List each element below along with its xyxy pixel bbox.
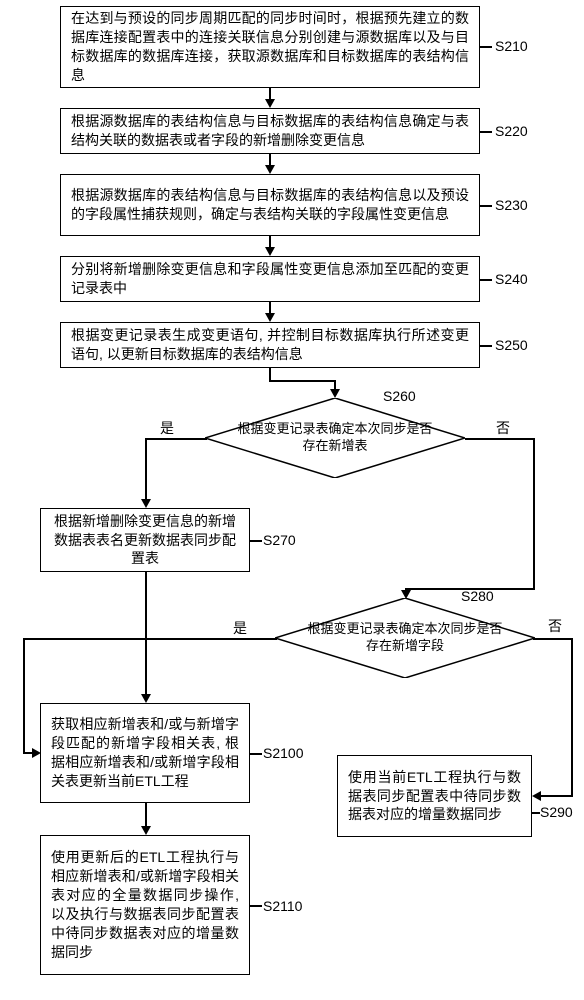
connector — [250, 753, 262, 755]
connector — [250, 540, 262, 542]
step-s220: 根据源数据库的表结构信息与目标数据库的表结构信息确定与表结构关联的数据表或者字段… — [60, 108, 480, 154]
connector — [532, 812, 540, 814]
step-s2110-label: S2110 — [263, 898, 302, 914]
step-s2100: 获取相应新增表和/或与新增字段匹配的新增字段相关表, 根据相应新增表和/或新增字… — [40, 703, 250, 803]
connector — [269, 380, 335, 382]
connector — [480, 345, 492, 347]
arrowhead-icon — [401, 590, 411, 599]
decision-s260: 根据变更记录表确定本次同步是否存在新增表 — [205, 398, 465, 478]
connector — [145, 638, 277, 640]
step-s210-label: S210 — [495, 38, 528, 54]
step-s290-text: 使用当前ETL工程执行与数据表同步配置表中待同步数据表对应的增量数据同步 — [348, 768, 521, 825]
decision-s260-label: S260 — [383, 388, 416, 404]
step-s270: 根据新增删除变更信息的新增数据表表名更新数据表同步配置表 — [40, 508, 250, 572]
arrowhead-icon — [532, 791, 541, 801]
connector — [480, 205, 492, 207]
decision-s280-text: 根据变更记录表确定本次同步是否存在新增字段 — [275, 621, 535, 655]
connector — [145, 572, 147, 638]
step-s2110-text: 使用更新后的ETL工程执行与相应新增表和/或新增字段相关表对应的全量数据同步操作… — [51, 848, 239, 961]
step-s220-text: 根据源数据库的表结构信息与目标数据库的表结构信息确定与表结构关联的数据表或者字段… — [71, 112, 469, 150]
step-s2110: 使用更新后的ETL工程执行与相应新增表和/或新增字段相关表对应的全量数据同步操作… — [40, 835, 250, 975]
step-s290-label: S290 — [540, 804, 573, 820]
edge-s280-no: 否 — [548, 616, 562, 636]
connector — [533, 638, 573, 640]
step-s240-text: 分别将新增删除变更信息和字段属性变更信息添加至匹配的变更记录表中 — [71, 260, 469, 298]
edge-s260-no: 否 — [496, 418, 510, 438]
step-s250-label: S250 — [495, 337, 528, 353]
connector — [465, 438, 535, 440]
edge-s260-yes: 是 — [160, 418, 174, 438]
step-s250: 根据变更记录表生成变更语句, 并控制目标数据库执行所述变更语句, 以更新目标数据… — [60, 322, 480, 368]
connector — [23, 638, 147, 640]
connector — [23, 638, 25, 753]
step-s230: 根据源数据库的表结构信息与目标数据库的表结构信息以及预设的字段属性捕获规则，确定… — [60, 174, 480, 236]
connector — [145, 638, 147, 695]
arrowhead-icon — [265, 247, 275, 256]
arrowhead-icon — [265, 313, 275, 322]
arrowhead-icon — [330, 389, 340, 398]
connector — [480, 46, 492, 48]
connector — [540, 795, 573, 797]
decision-s280: 根据变更记录表确定本次同步是否存在新增字段 — [275, 598, 535, 678]
connector — [145, 438, 207, 440]
step-s240-label: S240 — [495, 271, 528, 287]
connector — [480, 279, 492, 281]
arrowhead-icon — [141, 694, 151, 703]
connector — [405, 588, 535, 590]
connector — [145, 803, 147, 827]
connector — [571, 638, 573, 796]
step-s210: 在达到与预设的同步周期匹配的同步时间时，根据预先建立的数据库连接配置表中的连接关… — [60, 6, 480, 88]
step-s210-text: 在达到与预设的同步周期匹配的同步时间时，根据预先建立的数据库连接配置表中的连接关… — [71, 9, 469, 85]
arrowhead-icon — [141, 826, 151, 835]
arrowhead-icon — [32, 748, 41, 758]
connector — [250, 905, 262, 907]
connector — [269, 368, 271, 380]
step-s270-label: S270 — [263, 532, 296, 548]
step-s230-label: S230 — [495, 197, 528, 213]
arrowhead-icon — [141, 499, 151, 508]
step-s250-text: 根据变更记录表生成变更语句, 并控制目标数据库执行所述变更语句, 以更新目标数据… — [71, 326, 469, 364]
step-s240: 分别将新增删除变更信息和字段属性变更信息添加至匹配的变更记录表中 — [60, 256, 480, 302]
decision-s260-text: 根据变更记录表确定本次同步是否存在新增表 — [205, 421, 465, 455]
connector — [480, 131, 492, 133]
step-s2100-label: S2100 — [263, 745, 303, 761]
step-s2100-text: 获取相应新增表和/或与新增字段匹配的新增字段相关表, 根据相应新增表和/或新增字… — [51, 715, 239, 791]
arrowhead-icon — [265, 99, 275, 108]
step-s230-text: 根据源数据库的表结构信息与目标数据库的表结构信息以及预设的字段属性捕获规则，确定… — [71, 186, 469, 224]
step-s270-text: 根据新增删除变更信息的新增数据表表名更新数据表同步配置表 — [51, 512, 239, 569]
connector — [533, 438, 535, 588]
edge-s280-yes: 是 — [233, 618, 247, 638]
step-s290: 使用当前ETL工程执行与数据表同步配置表中待同步数据表对应的增量数据同步 — [337, 755, 532, 837]
arrowhead-icon — [265, 165, 275, 174]
decision-s280-label: S280 — [461, 588, 494, 604]
step-s220-label: S220 — [495, 123, 528, 139]
connector — [145, 438, 147, 500]
